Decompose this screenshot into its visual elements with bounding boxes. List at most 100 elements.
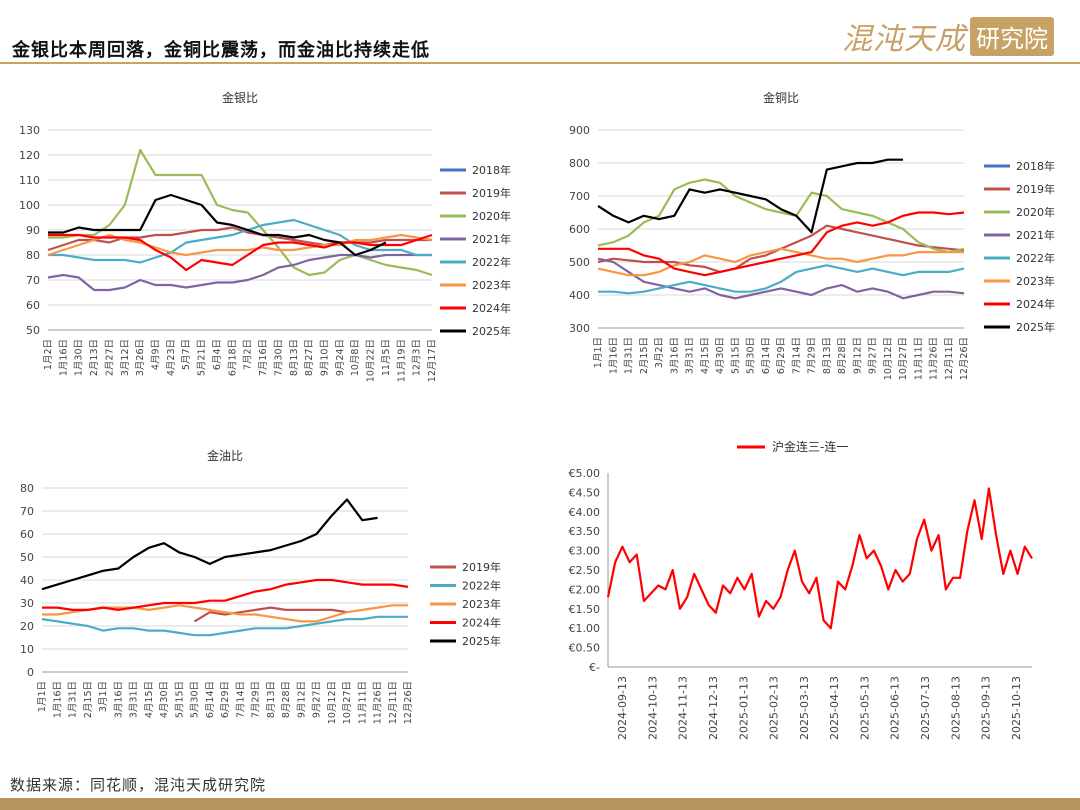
- legend-label: 2024年: [472, 301, 511, 315]
- legend-label: 2020年: [472, 209, 511, 223]
- y-tick-label: 0: [27, 666, 34, 679]
- y-tick-label: 40: [20, 574, 34, 587]
- y-tick-label: 100: [19, 199, 40, 212]
- y-tick-label: 60: [26, 299, 40, 312]
- y-tick-label: 400: [569, 289, 590, 302]
- y-tick-label: 50: [26, 324, 40, 337]
- x-tick-label: 12月26日: [403, 681, 414, 724]
- x-tick-label: 1月1日: [37, 681, 48, 712]
- x-tick-label: 8月13日: [822, 337, 833, 374]
- y-tick-label: 600: [569, 223, 590, 236]
- x-tick-label: 2025-05-13: [858, 676, 871, 740]
- series-line: [47, 253, 432, 292]
- x-tick-label: 10月22日: [366, 339, 377, 382]
- legend-label: 2025年: [1016, 320, 1055, 334]
- x-tick-label: 10月12日: [883, 337, 894, 380]
- y-tick-label: 800: [569, 157, 590, 170]
- x-tick-label: 4月9日: [151, 339, 162, 370]
- x-tick-label: 2025-01-13: [737, 676, 750, 740]
- y-tick-label: €5.00: [569, 467, 601, 480]
- x-tick-label: 7月29日: [807, 337, 818, 374]
- x-tick-label: 12月26日: [959, 337, 970, 380]
- y-tick-label: 90: [26, 224, 40, 237]
- chart-title: 金铜比: [763, 90, 799, 105]
- legend-label: 2018年: [472, 163, 511, 177]
- y-tick-label: 20: [20, 620, 34, 633]
- x-tick-label: 3月31日: [685, 337, 696, 374]
- x-tick-label: 2024-12-13: [707, 676, 720, 740]
- x-tick-label: 3月16日: [113, 681, 124, 718]
- series-line: [48, 233, 433, 272]
- x-tick-label: 12月11日: [944, 337, 955, 380]
- series-line: [42, 578, 409, 611]
- x-tick-label: 1月16日: [58, 339, 69, 376]
- y-tick-label: 120: [19, 149, 40, 162]
- x-tick-label: 12月17日: [427, 339, 438, 382]
- x-tick-label: 9月12日: [296, 681, 307, 718]
- legend-label: 2021年: [472, 232, 511, 246]
- x-tick-label: 1月31日: [68, 681, 79, 718]
- x-tick-label: 4月15日: [144, 681, 155, 718]
- x-tick-label: 10月8日: [350, 339, 361, 376]
- legend-label: 2019年: [1016, 182, 1055, 196]
- x-tick-label: 1月1日: [593, 337, 604, 368]
- x-tick-label: 6月29日: [776, 337, 787, 374]
- x-tick-label: 3月16日: [669, 337, 680, 374]
- y-tick-label: 80: [20, 482, 34, 495]
- x-tick-label: 1月2日: [43, 339, 54, 370]
- x-tick-label: 7月14日: [791, 337, 802, 374]
- x-tick-label: 7月16日: [258, 339, 269, 376]
- x-tick-label: 3月26日: [135, 339, 146, 376]
- x-tick-label: 12月11日: [388, 681, 399, 724]
- header-divider: [0, 62, 1080, 64]
- x-tick-label: 2月15日: [83, 681, 94, 718]
- y-tick-label: 300: [569, 322, 590, 335]
- x-tick-label: 2025-08-13: [949, 676, 962, 740]
- x-tick-label: 2025-06-13: [889, 676, 902, 740]
- x-tick-label: 9月12日: [852, 337, 863, 374]
- brand-name: 混沌天成: [842, 22, 966, 57]
- hu-gold-spread-chart: €5.00 €4.50 €4.00 €3.50 €3.00 €2.50 €2.00 €1.50…: [569, 439, 1033, 740]
- series-line: [41, 498, 378, 591]
- x-tick-label: 7月2日: [243, 339, 254, 370]
- x-tick-label: 2025-09-13: [980, 676, 993, 740]
- y-tick-label: 500: [569, 256, 590, 269]
- legend-label: 2025年: [462, 634, 501, 648]
- x-tick-label: 3月2日: [654, 337, 665, 368]
- x-tick-label: 1月16日: [52, 681, 63, 718]
- x-tick-label: 10月27日: [898, 337, 909, 380]
- legend-label: 2021年: [1016, 228, 1055, 242]
- y-tick-label: 110: [19, 174, 40, 187]
- chart-title: 金油比: [207, 448, 243, 463]
- y-tick-label: €4.00: [569, 506, 601, 519]
- x-tick-label: 3月31日: [129, 681, 140, 718]
- x-tick-label: 2月13日: [89, 339, 100, 376]
- x-tick-label: 6月29日: [220, 681, 231, 718]
- series-line: [48, 148, 433, 277]
- y-tick-label: €2.00: [569, 583, 601, 596]
- y-tick-label: 30: [20, 597, 34, 610]
- x-tick-label: 7月14日: [235, 681, 246, 718]
- data-source: 数据来源：同花顺，混沌天成研究院: [10, 776, 267, 794]
- page-title: 金银比本周回落，金铜比震荡，而金油比持续走低: [12, 40, 430, 61]
- x-tick-label: 4月23日: [166, 339, 177, 376]
- series-line: [598, 264, 965, 295]
- series-line: [47, 233, 433, 257]
- x-tick-label: 11月26日: [373, 681, 384, 724]
- legend-label: 沪金连三-连一: [772, 439, 848, 454]
- brand-logo: 混沌天成 研究院: [842, 14, 1054, 58]
- legend-label: 2023年: [1016, 274, 1055, 288]
- x-tick-label: 8月28日: [281, 681, 292, 718]
- x-tick-label: 2025-04-13: [828, 676, 841, 740]
- x-tick-label: 8月27日: [304, 339, 315, 376]
- series-line: [597, 158, 903, 234]
- x-tick-label: 6月4日: [212, 339, 223, 370]
- x-tick-label: 6月14日: [205, 681, 216, 718]
- x-tick-label: 3月12日: [120, 339, 131, 376]
- brand-badge: 研究院: [970, 16, 1054, 56]
- series-line: [606, 487, 1033, 630]
- legend-label: 2023年: [462, 597, 501, 611]
- x-tick-label: 5月7日: [181, 339, 192, 370]
